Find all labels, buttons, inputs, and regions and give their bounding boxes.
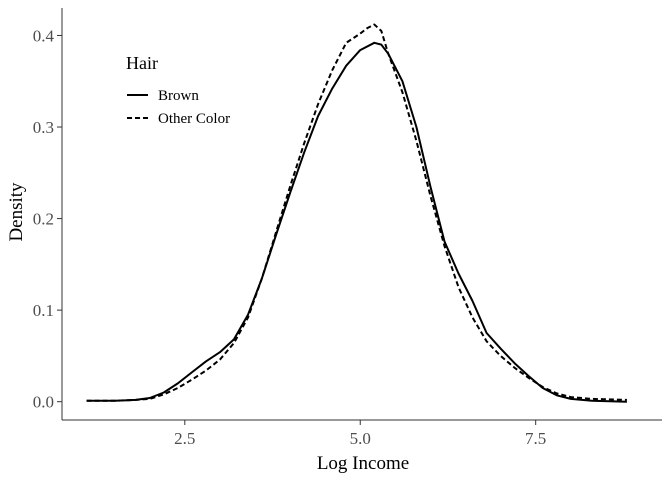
x-tick-label: 5.0 [350, 429, 371, 448]
legend-label: Other Color [158, 111, 230, 127]
y-tick-label: 0.3 [33, 118, 54, 137]
series-layer [86, 23, 627, 403]
legend-title: Hair [126, 53, 158, 73]
y-tick-label: 0.1 [33, 301, 54, 320]
y-ticks: 0.0 0.1 0.2 0.3 0.4 [33, 26, 62, 412]
y-tick-label: 0.0 [33, 393, 54, 412]
series-line-brown [86, 41, 627, 403]
series-line-other-color [86, 23, 627, 402]
y-tick-label: 0.4 [33, 26, 55, 45]
x-tick-label: 2.5 [174, 429, 195, 448]
x-axis-title: Log Income [317, 453, 409, 474]
legend-label: Brown [158, 88, 199, 104]
y-axis-title: Density [6, 182, 27, 242]
legend-items: Brown Other Color [127, 88, 230, 127]
plot-area: 2.5 5.0 7.5 0.0 0.1 0.2 0.3 0.4 [33, 8, 662, 448]
x-ticks: 2.5 5.0 7.5 [174, 420, 546, 448]
x-tick-label: 7.5 [525, 429, 546, 448]
y-tick-label: 0.2 [33, 210, 54, 229]
legend: Hair Brown Other Color [126, 53, 230, 127]
